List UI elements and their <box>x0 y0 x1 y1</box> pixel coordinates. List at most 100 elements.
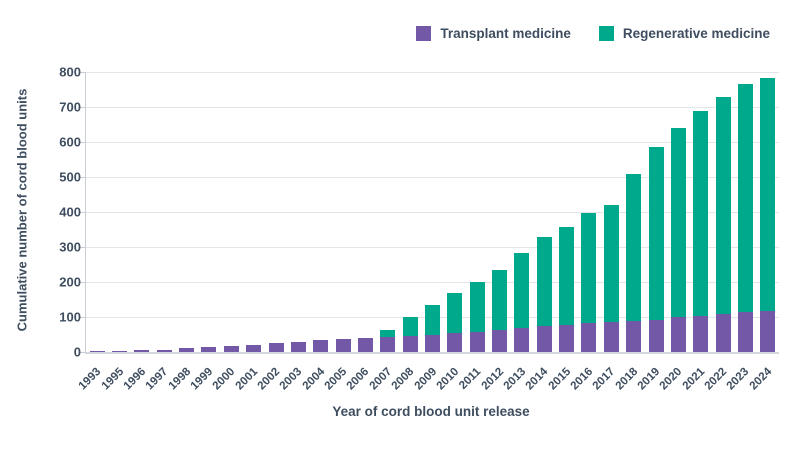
legend-swatch <box>598 26 614 41</box>
bar-segment-regenerative[interactable] <box>402 317 418 336</box>
bar-1998[interactable] <box>179 348 195 352</box>
bar-segment-regenerative[interactable] <box>559 227 575 325</box>
bar-2015[interactable] <box>559 227 575 352</box>
bar-segment-transplant[interactable] <box>715 314 731 352</box>
bar-segment-transplant[interactable] <box>156 349 172 352</box>
bar-2001[interactable] <box>246 344 262 352</box>
gridline-y-700 <box>86 107 779 108</box>
y-tick-label: 400 <box>59 204 81 220</box>
bar-2004[interactable] <box>313 340 329 352</box>
bar-segment-regenerative[interactable] <box>425 304 440 335</box>
bar-2008[interactable] <box>402 317 418 352</box>
gridline-y-500 <box>86 177 779 178</box>
bar-segment-transplant[interactable] <box>425 334 440 352</box>
bar-segment-regenerative[interactable] <box>581 213 597 323</box>
y-tick-mark <box>79 282 85 283</box>
bar-2024[interactable] <box>760 77 776 352</box>
bar-2017[interactable] <box>603 204 619 352</box>
bar-segment-regenerative[interactable] <box>693 110 709 316</box>
bar-segment-transplant[interactable] <box>402 335 418 352</box>
bar-2010[interactable] <box>447 292 463 352</box>
bar-segment-regenerative[interactable] <box>670 128 686 317</box>
bar-segment-transplant[interactable] <box>357 337 373 352</box>
bar-segment-regenerative[interactable] <box>380 329 396 338</box>
bar-segment-transplant[interactable] <box>290 342 306 352</box>
bar-segment-regenerative[interactable] <box>603 204 619 322</box>
bar-segment-transplant[interactable] <box>737 312 753 352</box>
bar-segment-transplant[interactable] <box>469 332 485 352</box>
bar-segment-transplant[interactable] <box>603 321 619 352</box>
bar-2022[interactable] <box>715 96 731 352</box>
bar-2018[interactable] <box>626 173 642 352</box>
bar-2011[interactable] <box>469 282 485 352</box>
x-axis-title: Year of cord blood unit release <box>332 404 530 419</box>
y-tick-label: 700 <box>59 99 81 115</box>
legend-label: Transplant medicine <box>440 26 571 41</box>
y-tick-mark <box>79 352 85 353</box>
bar-segment-transplant[interactable] <box>335 339 351 352</box>
bar-2013[interactable] <box>514 253 530 352</box>
bar-segment-regenerative[interactable] <box>492 269 508 331</box>
bar-1993[interactable] <box>89 351 105 352</box>
bar-2016[interactable] <box>581 213 597 352</box>
bar-1999[interactable] <box>201 346 217 352</box>
y-tick-mark <box>79 317 85 318</box>
bar-2014[interactable] <box>536 236 552 352</box>
bar-segment-transplant[interactable] <box>268 343 284 352</box>
bar-1996[interactable] <box>134 350 150 352</box>
bar-segment-transplant[interactable] <box>514 328 530 352</box>
bar-segment-transplant[interactable] <box>536 326 552 352</box>
bar-segment-transplant[interactable] <box>559 324 575 352</box>
bar-2009[interactable] <box>425 304 440 352</box>
y-tick-label: 200 <box>59 274 81 290</box>
bar-segment-transplant[interactable] <box>693 315 709 352</box>
bar-segment-transplant[interactable] <box>648 319 664 352</box>
bar-segment-transplant[interactable] <box>112 350 128 352</box>
bar-2023[interactable] <box>737 84 753 352</box>
gridline-y-400 <box>86 212 779 213</box>
bar-segment-regenerative[interactable] <box>715 96 731 315</box>
bar-2005[interactable] <box>335 339 351 352</box>
y-tick-label: 300 <box>59 239 81 255</box>
bar-segment-regenerative[interactable] <box>536 236 552 327</box>
bar-segment-transplant[interactable] <box>313 340 329 352</box>
bar-1995[interactable] <box>112 350 128 352</box>
legend-label: Regenerative medicine <box>622 26 770 41</box>
bar-segment-transplant[interactable] <box>179 348 195 352</box>
bar-segment-transplant[interactable] <box>492 330 508 352</box>
bar-segment-transplant[interactable] <box>246 344 262 352</box>
bar-2002[interactable] <box>268 343 284 352</box>
bar-2006[interactable] <box>357 337 373 352</box>
bar-2019[interactable] <box>648 147 664 352</box>
bar-2012[interactable] <box>492 269 508 352</box>
bar-segment-transplant[interactable] <box>760 310 776 352</box>
bar-2000[interactable] <box>223 345 239 352</box>
bar-segment-transplant[interactable] <box>201 346 217 352</box>
bar-segment-transplant[interactable] <box>447 333 463 352</box>
bar-segment-regenerative[interactable] <box>737 84 753 313</box>
y-tick-label: 0 <box>73 344 81 360</box>
bar-segment-transplant[interactable] <box>670 316 686 352</box>
bar-segment-regenerative[interactable] <box>626 173 642 322</box>
bar-1997[interactable] <box>156 349 172 352</box>
bar-segment-regenerative[interactable] <box>447 292 463 334</box>
bar-2020[interactable] <box>670 128 686 352</box>
bar-segment-transplant[interactable] <box>134 350 150 352</box>
bar-segment-transplant[interactable] <box>581 322 597 352</box>
bar-segment-regenerative[interactable] <box>469 282 485 333</box>
y-tick-mark <box>79 247 85 248</box>
y-tick-label: 800 <box>59 64 81 80</box>
bar-segment-transplant[interactable] <box>89 351 105 352</box>
legend-item-regenerative: Regenerative medicine <box>598 26 770 41</box>
bar-2007[interactable] <box>380 329 396 352</box>
bar-segment-regenerative[interactable] <box>760 77 776 311</box>
bar-segment-transplant[interactable] <box>380 337 396 352</box>
bar-segment-regenerative[interactable] <box>648 147 664 320</box>
bar-2021[interactable] <box>693 110 709 352</box>
bar-segment-transplant[interactable] <box>223 345 239 352</box>
bar-segment-regenerative[interactable] <box>514 253 530 329</box>
y-tick-mark <box>79 142 85 143</box>
y-tick-label: 500 <box>59 169 81 185</box>
bar-2003[interactable] <box>290 342 306 352</box>
bar-segment-transplant[interactable] <box>626 321 642 352</box>
